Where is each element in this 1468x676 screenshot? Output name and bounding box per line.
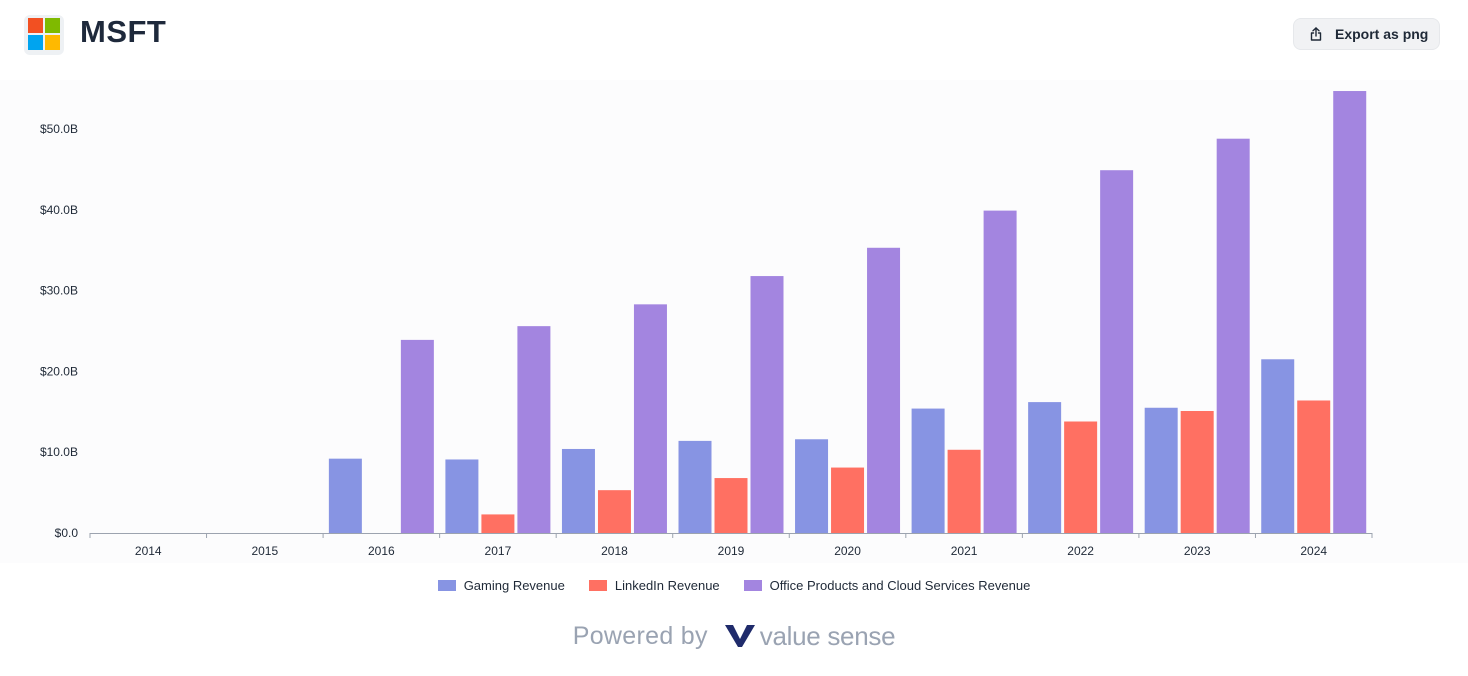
bar [1333, 91, 1367, 534]
x-tick-label: 2021 [951, 544, 978, 558]
legend-item: LinkedIn Revenue [588, 577, 720, 593]
x-tick-label: 2018 [601, 544, 628, 558]
legend-item: Office Products and Cloud Services Reven… [743, 577, 1031, 593]
revenue-bar-chart: $0.0 $10.0B $20.0B $30.0B $40.0B $50.0B 2014 20… [40, 91, 1373, 558]
share-export-icon [1310, 27, 1322, 41]
bar [561, 448, 595, 533]
x-tick-label: 2017 [485, 544, 512, 558]
x-tick-label: 2022 [1067, 544, 1094, 558]
bar [983, 210, 1017, 533]
x-tick-label: 2020 [834, 544, 861, 558]
chart-legend: Gaming Revenue LinkedIn Revenue Office Pro… [0, 574, 1468, 596]
logo-red-square [28, 18, 43, 33]
bar [481, 514, 515, 533]
y-tick-label: $50.0B [40, 122, 78, 136]
x-tick-label: 2023 [1184, 544, 1211, 558]
legend-label: LinkedIn Revenue [614, 577, 720, 593]
ticker-symbol: MSFT [80, 14, 167, 49]
value-sense-logo-icon [724, 625, 755, 647]
legend-item: Gaming Revenue [437, 577, 565, 593]
bar [328, 458, 362, 533]
powered-by-footer: Powered by value sense [0, 616, 1468, 656]
bar [1261, 359, 1295, 533]
y-tick-label: $20.0B [40, 364, 78, 378]
bar [633, 304, 667, 533]
y-tick-label: $30.0B [40, 284, 78, 298]
bar [831, 467, 865, 533]
bar [1100, 170, 1134, 533]
bar [750, 276, 784, 533]
bar [1297, 400, 1331, 533]
legend-swatch [743, 579, 762, 591]
x-tick-label: 2024 [1300, 544, 1327, 558]
value-sense-brand-text: value sense [759, 620, 896, 651]
bar [1216, 138, 1250, 534]
bar [517, 326, 551, 533]
powered-by-text: Powered by [572, 621, 708, 650]
bar [795, 439, 829, 533]
bar [867, 247, 901, 533]
bar [400, 339, 434, 533]
logo-green-square [45, 18, 60, 33]
bar [714, 478, 748, 533]
bar [445, 459, 479, 533]
legend-label: Office Products and Cloud Services Reven… [769, 577, 1031, 593]
chart-header: MSFT Export as png [0, 0, 1468, 70]
legend-label: Gaming Revenue [463, 577, 565, 593]
bar [947, 449, 981, 533]
bar [1180, 410, 1214, 533]
y-tick-label: $10.0B [40, 445, 78, 459]
x-tick-label: 2014 [135, 544, 162, 558]
logo-blue-square [28, 35, 43, 50]
bar [597, 490, 631, 533]
chart-area: $0.0 $10.0B $20.0B $30.0B $40.0B $50.0B 2014 20… [0, 80, 1468, 563]
x-tick-label: 2015 [251, 544, 278, 558]
bar [678, 440, 712, 533]
export-button-label: Export as png [1335, 26, 1429, 42]
bar [1144, 407, 1178, 533]
x-tick-label: 2016 [368, 544, 395, 558]
logo-yellow-square [45, 35, 60, 50]
x-tick-label: 2019 [718, 544, 745, 558]
legend-swatch [437, 579, 456, 591]
legend-swatch [588, 579, 607, 591]
y-tick-label: $40.0B [40, 203, 78, 217]
microsoft-logo [24, 15, 64, 55]
bar [1064, 421, 1098, 533]
bar [1028, 402, 1062, 533]
y-tick-label: $0.0 [55, 526, 79, 540]
export-png-button[interactable]: Export as png [1293, 18, 1440, 50]
bar [911, 408, 945, 533]
